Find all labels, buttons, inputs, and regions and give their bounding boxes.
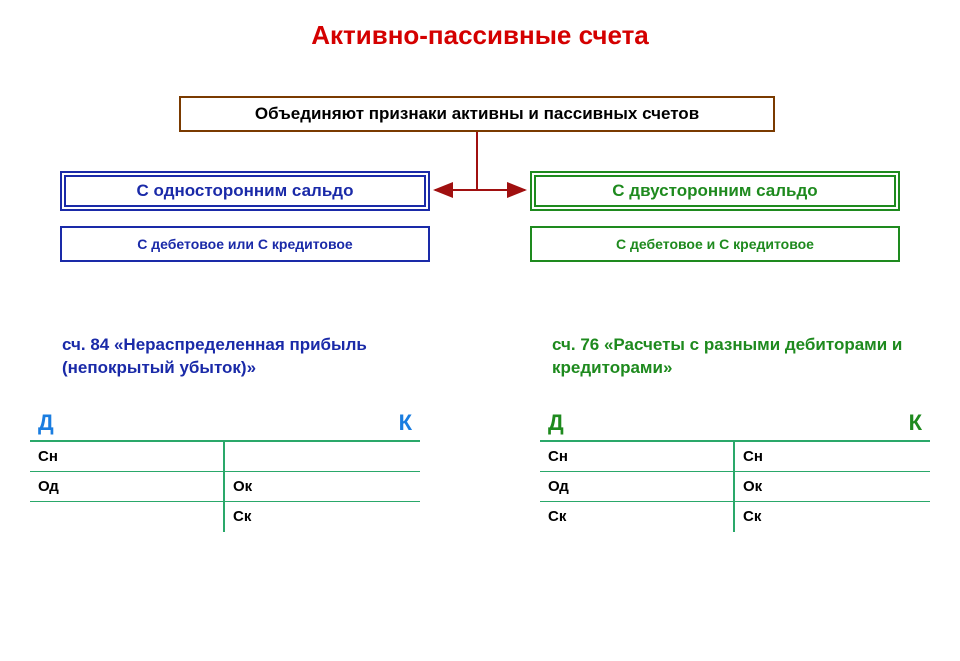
left-t-credit-col: ОкСк — [225, 442, 420, 532]
right-t-debit-col: СнОдСк — [540, 442, 735, 532]
left-branch-box-1-text: С односторонним сальдо — [137, 181, 354, 201]
left-t-debit-col: СнОд — [30, 442, 225, 532]
right-t-credit-col: СнОкСк — [735, 442, 930, 532]
right-branch-box-2: С дебетовое и С кредитовое — [530, 226, 900, 262]
left-branch-box-1: С односторонним сальдо — [60, 171, 430, 211]
left-t-debit-label: Д — [38, 410, 54, 436]
t-cell: Сн — [540, 442, 733, 472]
t-cell: Ск — [540, 502, 733, 532]
right-branch-box-1-text: С двусторонним сальдо — [612, 181, 817, 201]
right-example-title: сч. 76 «Расчеты с разными дебиторами и к… — [552, 334, 912, 380]
right-t-header: Д К — [540, 410, 930, 442]
right-branch-box-1: С двусторонним сальдо — [530, 171, 900, 211]
t-cell: Од — [30, 472, 223, 502]
right-t-credit-label: К — [909, 410, 922, 436]
left-t-body: СнОд ОкСк — [30, 442, 420, 532]
left-t-header: Д К — [30, 410, 420, 442]
main-definition-box: Объединяют признаки активны и пассивных … — [179, 96, 775, 132]
left-branch-box-2: С дебетовое или С кредитовое — [60, 226, 430, 262]
right-t-body: СнОдСк СнОкСк — [540, 442, 930, 532]
left-example-title: сч. 84 «Нераспределенная прибыль (непокр… — [62, 334, 442, 380]
left-t-credit-label: К — [399, 410, 412, 436]
t-cell: Ок — [735, 472, 930, 502]
right-t-account: Д К СнОдСк СнОкСк — [540, 410, 930, 532]
right-branch-box-2-text: С дебетовое и С кредитовое — [616, 236, 814, 252]
t-cell: Ск — [735, 502, 930, 532]
t-cell — [30, 502, 223, 532]
left-t-account: Д К СнОд ОкСк — [30, 410, 420, 532]
page-title: Активно-пассивные счета — [0, 0, 960, 51]
t-cell: Ск — [225, 502, 420, 532]
t-cell: Од — [540, 472, 733, 502]
left-branch-box-2-text: С дебетовое или С кредитовое — [137, 236, 352, 252]
t-cell: Сн — [735, 442, 930, 472]
right-t-debit-label: Д — [548, 410, 564, 436]
t-cell: Ок — [225, 472, 420, 502]
t-cell: Сн — [30, 442, 223, 472]
main-definition-text: Объединяют признаки активны и пассивных … — [255, 104, 699, 124]
t-cell — [225, 442, 420, 472]
